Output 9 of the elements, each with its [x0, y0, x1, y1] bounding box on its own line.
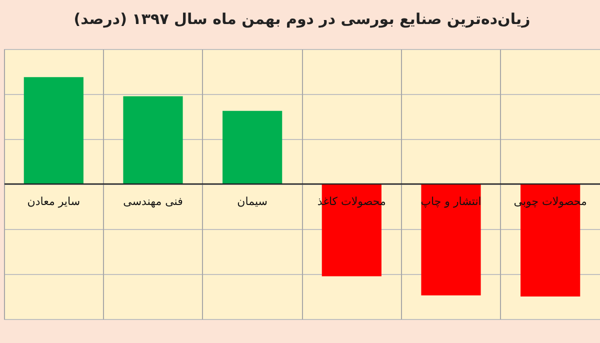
x-tick-label: سیمان — [237, 195, 268, 208]
x-tick-label: فنی مهندسی — [123, 195, 183, 208]
bar — [222, 110, 282, 184]
bar — [421, 184, 481, 296]
chart-title: زیان‌ده‌ترین صنایع بورسی در دوم بهمن ماه سال ۱۳۹۷ (درصد) — [74, 10, 530, 28]
bar — [123, 96, 183, 184]
x-tick-label: سایر معادن — [27, 195, 80, 208]
bar — [24, 77, 84, 184]
x-tick-label: انتشار و چاپ — [420, 195, 482, 208]
